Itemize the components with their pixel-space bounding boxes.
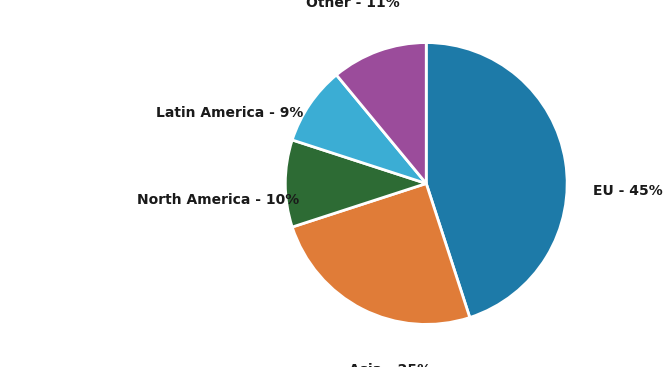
Text: Other - 11%: Other - 11%: [306, 0, 400, 10]
Wedge shape: [426, 43, 567, 317]
Wedge shape: [292, 75, 426, 184]
Text: EU - 45%: EU - 45%: [593, 184, 662, 197]
Wedge shape: [336, 43, 426, 184]
Text: North America - 10%: North America - 10%: [137, 193, 300, 207]
Text: Latin America - 9%: Latin America - 9%: [156, 106, 303, 120]
Wedge shape: [292, 184, 470, 324]
Wedge shape: [285, 140, 426, 227]
Text: Asia - 25%: Asia - 25%: [349, 363, 431, 367]
